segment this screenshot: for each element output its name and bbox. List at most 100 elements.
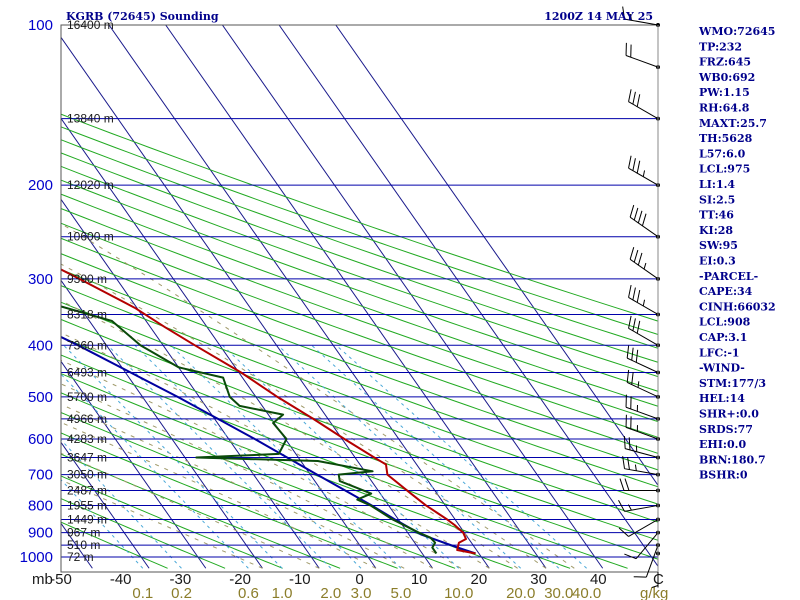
height-label: 5700 m (67, 390, 107, 404)
dry-adiabat (61, 152, 658, 363)
moist-adiabat (61, 332, 490, 569)
dry-adiabat (61, 222, 658, 438)
wind-barb-flag (632, 287, 636, 301)
wind-barb-flag (632, 318, 636, 331)
wind-barb (626, 345, 660, 375)
mixing-ratio-line (61, 439, 182, 569)
dry-adiabat (61, 336, 658, 560)
dry-adiabat (61, 139, 658, 349)
wind-barb-half-flag (642, 170, 646, 177)
wind-barb-flag (631, 347, 634, 361)
height-label: 7360 m (67, 338, 107, 352)
wind-barb-flag (622, 456, 626, 469)
mixing-ratio-label: 20.0 (506, 585, 535, 600)
dry-adiabat (61, 193, 658, 407)
wind-barb-flag (618, 527, 629, 537)
wind-barb-flag (635, 349, 639, 363)
mixing-ratio-unit-label: g/kg (640, 585, 668, 600)
index-line: WMO:72645 (698, 25, 775, 38)
wind-barb (628, 315, 660, 348)
wind-barb (629, 247, 660, 281)
height-label: 4283 m (67, 432, 107, 446)
temp-tick-label: -30 (170, 571, 192, 588)
height-label: 9390 m (67, 272, 107, 286)
isotherm-line (61, 117, 377, 569)
index-line: RH:64.8 (699, 102, 750, 115)
dry-adiabat (61, 237, 658, 454)
wind-barb-flag (624, 478, 630, 491)
dry-adiabat (61, 411, 456, 569)
wind-barb-flag (624, 553, 637, 560)
wind-barb-staff (624, 18, 659, 26)
height-label: 12020 m (67, 178, 114, 192)
wind-barb-flag (619, 478, 625, 491)
isotherm-line (335, 25, 658, 487)
temp-tick-label: -40 (110, 571, 132, 588)
height-label: 1449 m (67, 513, 107, 527)
height-label: 1955 m (67, 498, 107, 512)
mixing-ratio-line (170, 344, 402, 569)
dry-adiabat (61, 354, 628, 569)
index-line: EHI:0.0 (699, 438, 746, 451)
index-line: BRN:180.7 (699, 453, 766, 466)
wind-barb (618, 517, 660, 537)
wind-barb-flag (626, 369, 630, 383)
wind-barb-flag (628, 315, 632, 329)
wind-barb-staff (628, 327, 659, 346)
wind-barb-staff (624, 468, 659, 476)
wind-barb-flag (633, 207, 639, 221)
wind-barb-half-flag (643, 262, 647, 270)
temp-tick-label: 30 (530, 571, 547, 588)
temp-tick-label: -10 (289, 571, 311, 588)
index-line: SI:2.5 (699, 193, 735, 206)
mixing-ratio-label: 2.0 (320, 585, 341, 600)
sounding-time: 1200Z 14 MAY 25 (544, 10, 653, 23)
wind-barb (626, 369, 660, 399)
wind-barb (628, 89, 660, 121)
dry-adiabat (61, 179, 658, 392)
wind-barb-half-flag (627, 504, 632, 511)
pressure-label: 900 (28, 525, 53, 542)
wind-barb-flag (636, 289, 641, 303)
wind-barb-flag (632, 158, 636, 171)
wind-barb (622, 456, 660, 477)
wind-barb-staff (624, 504, 659, 512)
isotherm-line (61, 360, 207, 569)
height-label: 3050 m (67, 468, 107, 482)
isotherm-line (0, 25, 36, 568)
index-line: TP:232 (699, 40, 742, 53)
mixing-ratio-label: 0.1 (132, 585, 153, 600)
dry-adiabat (61, 268, 658, 488)
temp-tick-label: 20 (471, 571, 488, 588)
moist-adiabat (61, 421, 377, 569)
pressure-label: 400 (28, 337, 53, 354)
wind-barb-staff (628, 101, 659, 120)
dry-adiabat (61, 498, 226, 569)
isotherm-line (61, 441, 150, 569)
dry-adiabat (61, 432, 398, 569)
dry-adiabat (61, 521, 168, 569)
dry-adiabat (61, 301, 658, 523)
index-line: L57:6.0 (699, 147, 746, 160)
index-line: LCL:908 (699, 316, 751, 329)
dry-adiabat (61, 373, 571, 569)
temperature-trace (61, 268, 476, 555)
stability-indices: WMO:72645 TP:232 FRZ:645 WB0:692 PW:1.15 RH:6… (698, 25, 776, 482)
dry-adiabat (61, 285, 658, 505)
temp-tick-label: 10 (411, 571, 428, 588)
wind-barb-staff (625, 406, 659, 420)
index-line: HEL:14 (699, 392, 745, 405)
dewpoint-trace (61, 305, 438, 555)
wind-barb-flag (627, 456, 630, 470)
mixing-ratio-line (63, 344, 283, 569)
wind-barb (628, 155, 660, 188)
wind-barb-staff (625, 448, 659, 458)
mixing-ratio-line (61, 478, 144, 569)
wind-barb-staff (626, 382, 659, 398)
wind-barb-flag (628, 437, 631, 450)
isotherm-line (61, 36, 434, 569)
isotherm-line (61, 279, 263, 569)
index-line: -PARCEL- (699, 270, 758, 283)
